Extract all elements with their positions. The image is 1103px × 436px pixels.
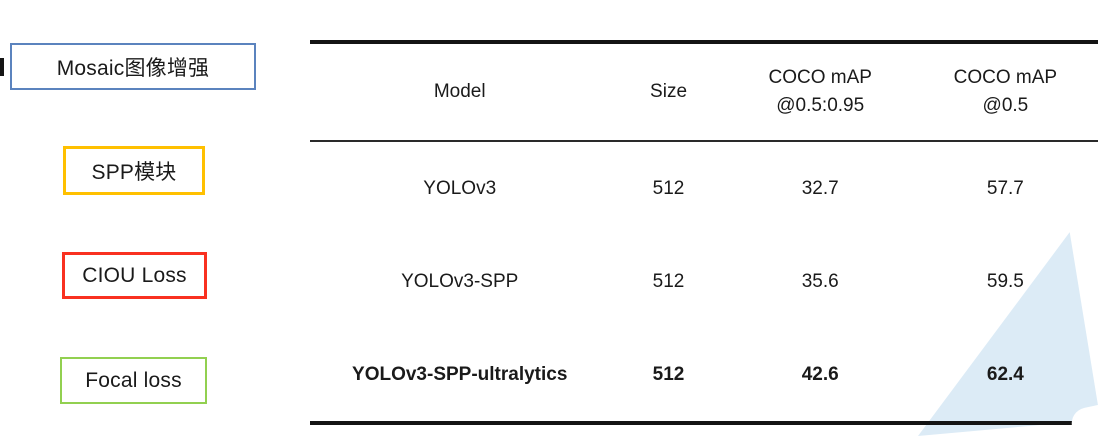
cell-model: YOLOv3-SPP-ultralytics: [352, 363, 568, 385]
header-map2-line2: @0.5: [982, 95, 1029, 116]
cell-size: 512: [652, 363, 685, 385]
cell-map-05-095: 42.6: [801, 363, 839, 385]
cell-map-05: 59.5: [986, 270, 1024, 292]
label-focal-text: Focal loss: [85, 368, 182, 392]
header-model-text: Model: [433, 81, 486, 103]
header-map2-line1: COCO mAP: [953, 67, 1058, 89]
label-mosaic-text: Mosaic图像增强: [56, 56, 210, 80]
label-box-ciou-loss: CIOU Loss: [62, 252, 207, 299]
label-spp-text: SPP模块: [91, 160, 177, 184]
column-header-model: Model: [310, 78, 609, 106]
header-size-text: Size: [650, 81, 688, 103]
label-box-focal-loss: Focal loss: [60, 357, 207, 404]
cell-map-05-095: 35.6: [801, 270, 839, 292]
label-box-spp-module: SPP模块: [63, 146, 205, 195]
table-header-row: Model Size COCO mAP @0.5:0.95 COCO mAP @…: [310, 44, 1098, 142]
header-map1-line2: @0.5:0.95: [776, 95, 865, 116]
label-ciou-text: CIOU Loss: [82, 263, 187, 287]
table-row-highlighted: YOLOv3-SPP-ultralytics 512 42.6 62.4: [310, 328, 1098, 421]
header-map1-line1: COCO mAP: [768, 67, 872, 89]
cell-model: YOLOv3-SPP: [401, 270, 519, 292]
cell-size: 512: [652, 177, 685, 199]
cell-map-05: 62.4: [986, 363, 1024, 385]
table-row: YOLOv3-SPP 512 35.6 59.5: [310, 235, 1098, 328]
cell-map-05: 57.7: [986, 177, 1024, 199]
column-header-map-05-095: COCO mAP @0.5:0.95: [728, 64, 913, 119]
cell-size: 512: [652, 270, 685, 292]
model-results-table: Model Size COCO mAP @0.5:0.95 COCO mAP @…: [310, 40, 1098, 425]
table-row: YOLOv3 512 32.7 57.7: [310, 142, 1098, 235]
cell-map-05-095: 32.7: [801, 177, 839, 199]
column-header-size: Size: [609, 78, 727, 106]
column-header-map-05: COCO mAP @0.5: [913, 64, 1098, 119]
label-box-mosaic-augmentation: Mosaic图像增强: [10, 43, 256, 90]
left-edge-artifact: [0, 58, 4, 76]
cell-model: YOLOv3: [423, 177, 497, 199]
